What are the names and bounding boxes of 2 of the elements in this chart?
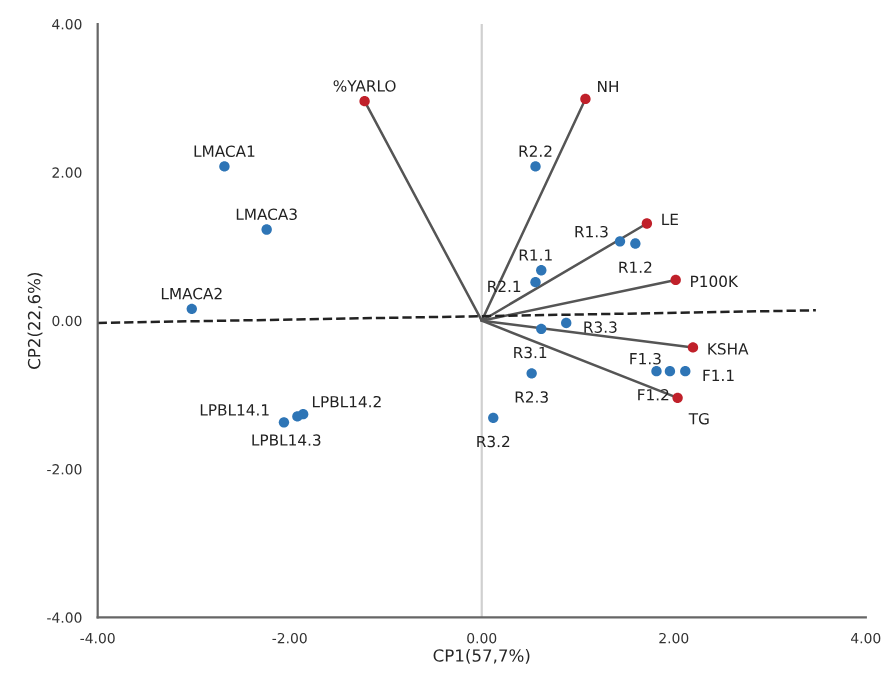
y-axis-title: CP2(22,6%) xyxy=(27,273,43,369)
x-axis-title: CP1(57,7%) xyxy=(433,648,530,664)
